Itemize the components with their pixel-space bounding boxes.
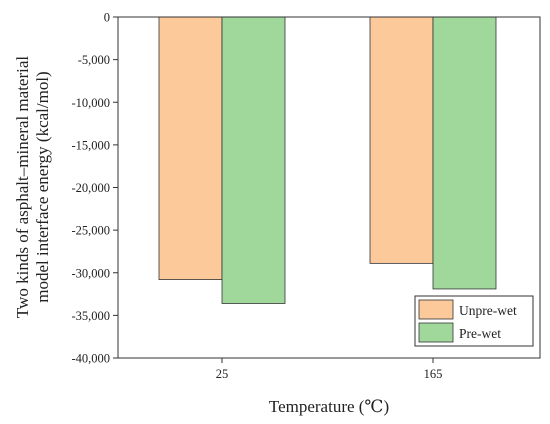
y-tick-label: 0 [104, 11, 110, 25]
y-axis-title: Two kinds of asphalt–mineral material mo… [13, 56, 52, 319]
y-tick-label: -35,000 [71, 309, 110, 323]
x-axis-title: Temperature (℃) [269, 397, 389, 416]
bar-unpre-wet-25 [158, 16, 223, 280]
x-tick-label: 25 [216, 367, 229, 381]
y-tick-label: -30,000 [71, 266, 110, 280]
y-axis-title-line-1: Two kinds of asphalt–mineral material [13, 56, 32, 319]
y-tick-label: -20,000 [71, 181, 110, 195]
y-axis-ticks: 0 -5,000 -10,000 -15,000 -20,000 -25,000 -30,0… [71, 11, 118, 366]
plot-frame [117, 16, 541, 359]
legend-label-unpre-wet: Unpre-wet [459, 303, 517, 318]
x-tick-label: 165 [424, 367, 443, 381]
y-tick-label: -40,000 [71, 352, 110, 366]
y-tick-label: -5,000 [78, 53, 110, 67]
y-axis-title-line-2: model interface energy (kcal/mol) [33, 71, 52, 302]
legend-swatch-pre-wet [418, 322, 454, 343]
legend-swatch-unpre-wet [418, 299, 454, 320]
y-tick-label: -15,000 [71, 138, 110, 152]
y-tick-label: -25,000 [71, 224, 110, 238]
bar-pre-wet-25 [221, 16, 286, 304]
legend-label-pre-wet: Pre-wet [459, 326, 501, 341]
bar-pre-wet-165 [432, 16, 497, 290]
bar-unpre-wet-165 [369, 16, 434, 264]
y-tick-label: -10,000 [71, 96, 110, 110]
bars-group [158, 16, 497, 304]
legend: Unpre-wet Pre-wet [414, 295, 534, 347]
x-axis-ticks: 25 165 [216, 358, 443, 381]
